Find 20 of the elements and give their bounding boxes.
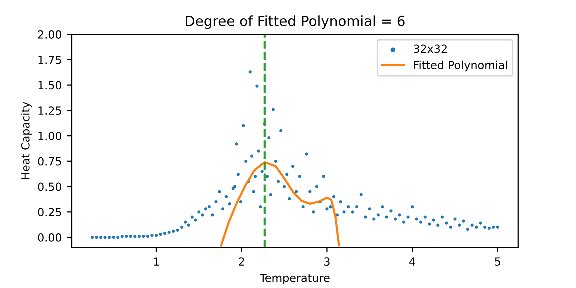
x-tick-label: 2 — [239, 258, 244, 266]
y-tick-label: 0.00 — [38, 234, 62, 242]
y-tick-label: 0.75 — [38, 157, 62, 166]
y-tick-label: 2.00 — [38, 30, 62, 39]
x-tick-label: 5 — [495, 258, 500, 266]
legend-label: Fitted Polynomial — [414, 60, 508, 72]
y-tick-label: 1.50 — [38, 81, 62, 90]
y-tick-label: 1.00 — [38, 132, 62, 140]
y-tick-label: 1.75 — [38, 56, 62, 64]
y-tick-label: 0.25 — [38, 208, 62, 217]
legend-label: 32x32 — [414, 44, 447, 54]
y-tick-label: 1.25 — [38, 106, 62, 116]
x-tick-label: 4 — [410, 258, 416, 266]
line-series — [220, 161, 340, 247]
x-tick-label: 3 — [324, 258, 330, 266]
y-tick-label: 0.50 — [38, 182, 62, 192]
y-axis-title: Heat Capacity — [21, 102, 32, 180]
x-tick-label: 1 — [154, 258, 160, 266]
x-axis-title: Temperature — [260, 274, 330, 284]
chart-title: Degree of Fitted Polynomial = 6 — [186, 16, 405, 30]
